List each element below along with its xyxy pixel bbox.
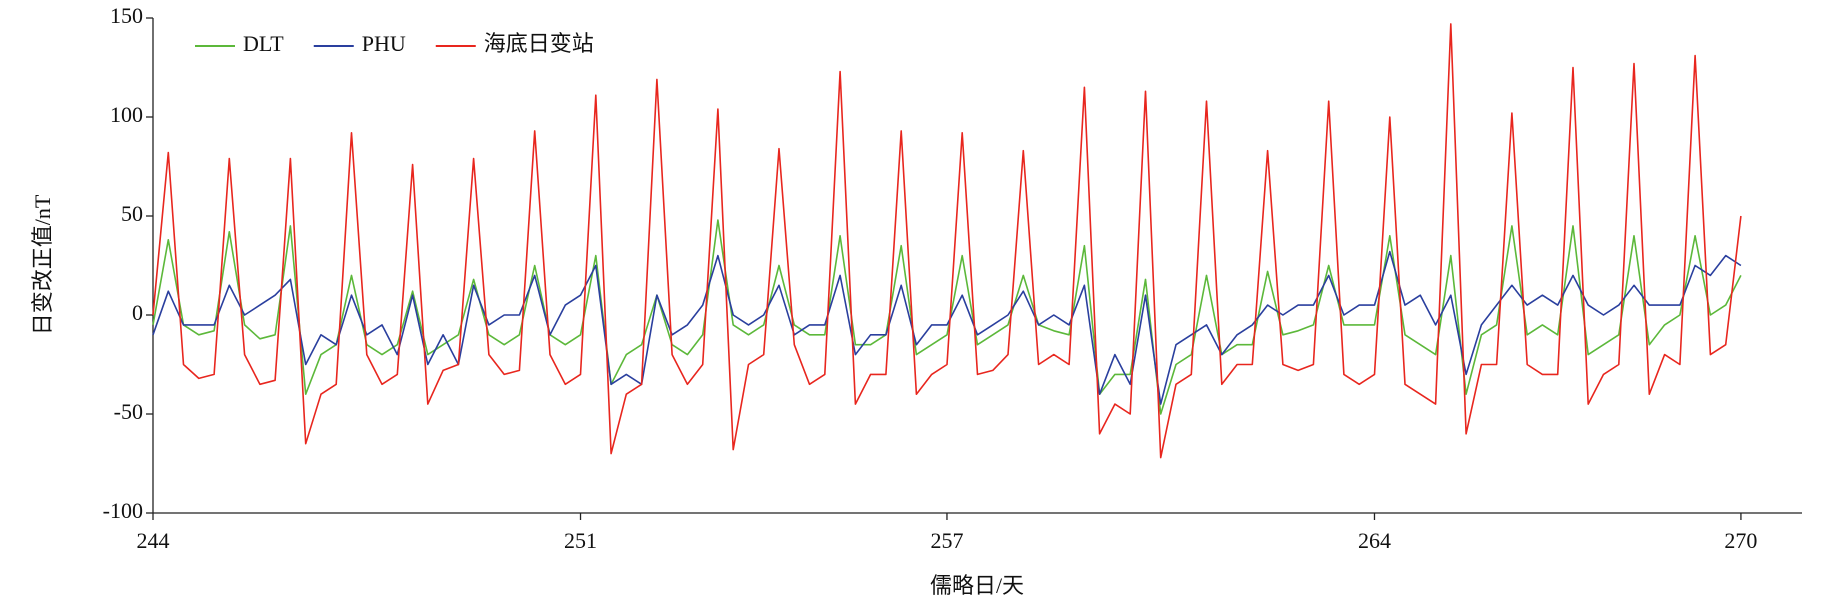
y-tick-label: 0 xyxy=(132,300,143,325)
y-tick-label: -100 xyxy=(103,498,143,523)
y-tick-label: 150 xyxy=(110,3,143,28)
x-axis-title: 儒略日/天 xyxy=(930,573,1024,598)
y-axis-title: 日变改正值/nT xyxy=(30,194,55,335)
series-line xyxy=(152,23,1742,459)
legend-label: PHU xyxy=(362,31,406,56)
y-tick-label: 50 xyxy=(121,201,143,226)
series-line xyxy=(152,250,1742,405)
x-tick-label: 264 xyxy=(1358,528,1391,553)
x-tick-label: 244 xyxy=(137,528,170,553)
legend-label: 海底日变站 xyxy=(484,31,594,56)
legend-label: DLT xyxy=(243,31,284,56)
series-line xyxy=(152,219,1742,415)
x-tick-label: 270 xyxy=(1724,528,1757,553)
x-tick-label: 257 xyxy=(930,528,963,553)
x-tick-label: 251 xyxy=(564,528,597,553)
y-tick-label: 100 xyxy=(110,102,143,127)
y-tick-label: -50 xyxy=(114,399,143,424)
